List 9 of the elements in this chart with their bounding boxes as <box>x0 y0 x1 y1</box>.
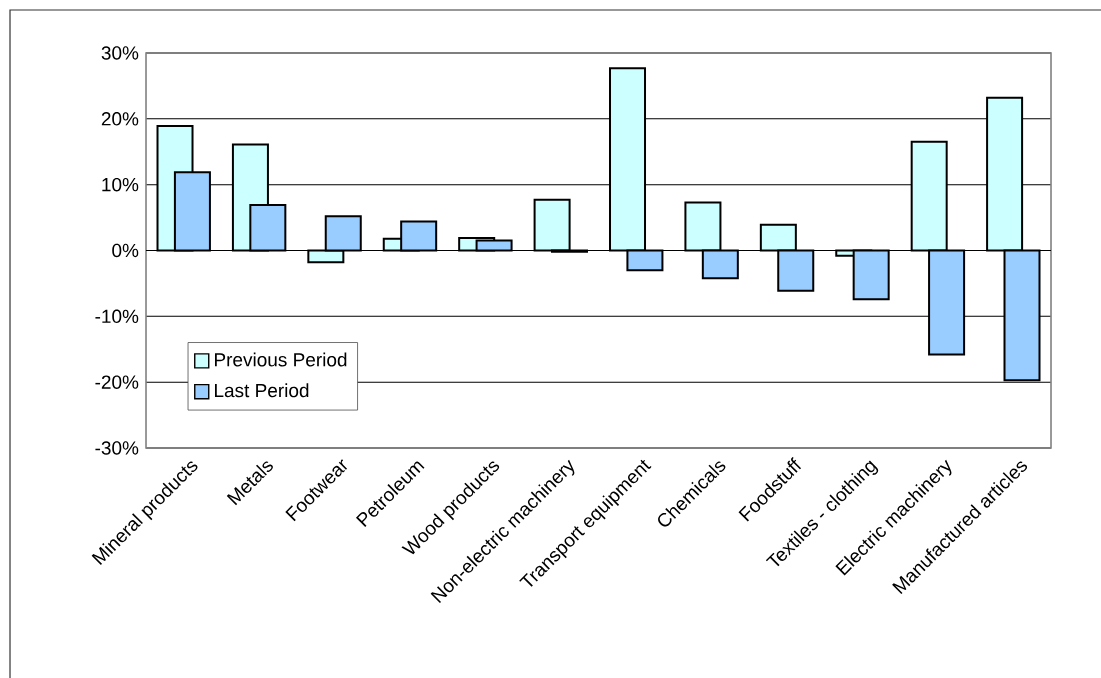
y-tick-label: 10% <box>102 177 139 192</box>
y-tick-label: 20% <box>101 112 139 126</box>
legend-label: Last Period <box>215 383 309 398</box>
y-tick-label: -30% <box>95 441 139 455</box>
y-tick-label: 0% <box>112 243 139 258</box>
y-tick-label: 30% <box>101 46 139 60</box>
y-tick-label: -20% <box>95 375 139 389</box>
y-tick-label: -10% <box>95 309 139 324</box>
legend-label: Previous Period <box>215 352 347 367</box>
